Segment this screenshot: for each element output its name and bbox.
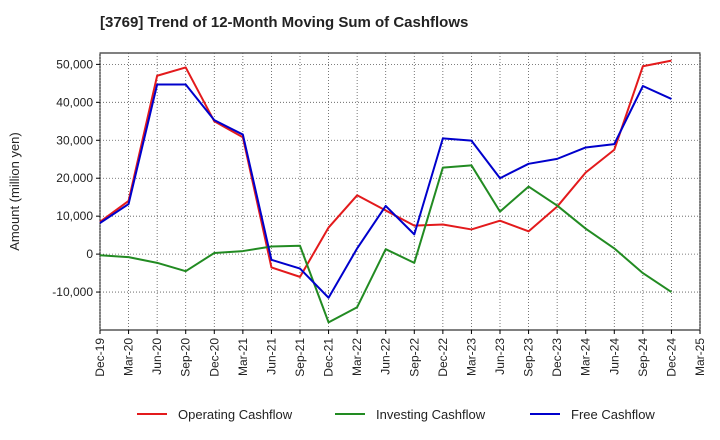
- series-line-investing-cashflow: [99, 164, 672, 324]
- x-tick-label: Jun-22: [379, 338, 393, 375]
- x-tick-label: Sep-22: [407, 338, 421, 377]
- x-tick-label: Mar-20: [122, 338, 136, 376]
- x-tick-label: Dec-19: [93, 338, 107, 377]
- y-tick-label: 50,000: [56, 57, 93, 71]
- chart-title: [3769] Trend of 12-Month Moving Sum of C…: [100, 14, 469, 31]
- y-tick-label: 10,000: [56, 209, 93, 223]
- x-tick-label: Sep-23: [522, 338, 536, 377]
- y-tick-label: 30,000: [56, 133, 93, 147]
- x-tick-label: Dec-24: [664, 338, 678, 377]
- x-tick-label: Mar-24: [579, 338, 593, 376]
- x-tick-label: Dec-23: [550, 338, 564, 377]
- x-tick-label: Dec-22: [436, 338, 450, 377]
- x-tick-label: Mar-25: [693, 338, 707, 376]
- y-tick-label: 20,000: [56, 171, 93, 185]
- legend-label-free-cashflow: Free Cashflow: [571, 407, 655, 422]
- x-tick-label: Sep-21: [293, 338, 307, 377]
- plot-area: [99, 52, 701, 331]
- legend-label-operating-cashflow: Operating Cashflow: [178, 407, 293, 422]
- series-line-free-cashflow: [99, 83, 672, 299]
- x-tick-label: Mar-23: [464, 338, 478, 376]
- x-tick-label: Dec-20: [207, 338, 221, 377]
- x-tick-label: Jun-24: [607, 338, 621, 375]
- series-line-operating-cashflow: [99, 59, 672, 278]
- x-tick-label: Mar-22: [350, 338, 364, 376]
- x-tick-label: Sep-20: [179, 338, 193, 377]
- x-tick-label: Mar-21: [236, 338, 250, 376]
- x-tick-label: Dec-21: [322, 338, 336, 377]
- x-tick-label: Jun-23: [493, 338, 507, 375]
- x-tick-label: Sep-24: [636, 338, 650, 377]
- x-tick-label: Jun-20: [150, 338, 164, 375]
- x-tick-label: Jun-21: [264, 338, 278, 375]
- y-tick-label: -10,000: [52, 285, 93, 299]
- y-tick-label: 0: [86, 247, 93, 261]
- legend-label-investing-cashflow: Investing Cashflow: [376, 407, 486, 422]
- y-axis-label: Amount (million yen): [7, 132, 22, 251]
- y-tick-label: 40,000: [56, 95, 93, 109]
